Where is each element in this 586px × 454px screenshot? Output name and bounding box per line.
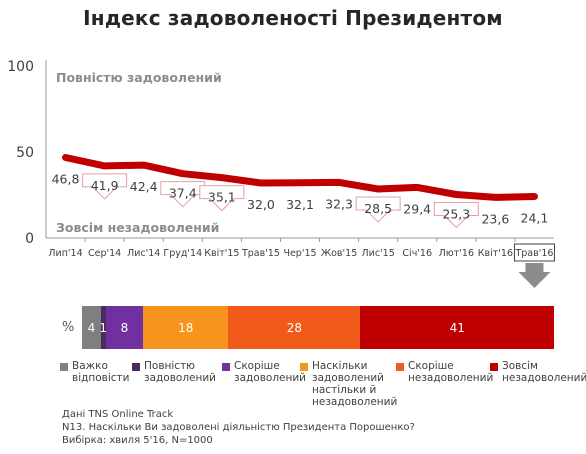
x-tick-label: Лип'14 [48, 248, 82, 259]
annotation-bottom: Зовсім незадоволений [56, 220, 219, 235]
chart-annotations: Повністю задоволений Зовсім незадоволений [56, 70, 222, 235]
legend-item: Скоріше незадоволений [396, 360, 493, 384]
value-label: 25,3 [442, 206, 470, 221]
decrease-arrow [433, 201, 479, 229]
value-label: 28,5 [364, 201, 392, 216]
legend: Важко відповісти Повністю задоволений Скор… [60, 360, 586, 408]
value-label-group: 46,8 41,9 42,4 37,4 35,1 32,0 32,1 32,3 28,5 29,4… [52, 172, 549, 227]
x-tick-label: Січ'16 [402, 248, 432, 259]
decrease-arrow [160, 181, 206, 208]
data-point [141, 162, 147, 168]
legend-label: Скоріше задоволений [234, 360, 306, 384]
value-label: 37,4 [169, 186, 197, 201]
decrease-markers [82, 173, 479, 229]
x-tick-label: Трав'16 [514, 248, 553, 259]
x-tick-label: Квіт'16 [478, 248, 513, 259]
value-label: 29,4 [403, 201, 431, 216]
value-label: 35,1 [208, 190, 236, 205]
down-arrow-icon [518, 263, 551, 288]
legend-item: Скоріше задоволений [222, 360, 306, 384]
decrease-arrow [355, 196, 401, 223]
decrease-arrow [199, 185, 245, 212]
x-tick-label: Трав'15 [241, 248, 280, 259]
value-label: 24,1 [521, 211, 549, 226]
value-label: 23,6 [481, 211, 509, 226]
data-point [63, 155, 69, 161]
x-tick-label: Лис'15 [362, 248, 395, 259]
annotation-top: Повністю задоволений [56, 70, 222, 85]
data-point [531, 194, 537, 200]
value-label: 32,3 [325, 196, 353, 211]
highlight-box [513, 243, 555, 262]
legend-swatch [300, 363, 308, 371]
bar-segment: 8 [105, 306, 144, 349]
legend-label: Важко відповісти [72, 360, 130, 384]
value-label: 46,8 [52, 172, 80, 187]
value-label: 41,9 [91, 178, 119, 193]
stacked-bar-section: % 4 1 8 18 28 41 [0, 306, 586, 350]
legend-swatch [490, 363, 498, 371]
x-tick-label: Лис'14 [127, 248, 160, 259]
legend-item: Повністю задоволений [132, 360, 216, 384]
decrease-arrow [82, 173, 128, 200]
legend-swatch [132, 363, 140, 371]
x-tick-label: Чер'15 [283, 248, 316, 259]
percent-axis-label: % [62, 320, 75, 335]
x-tick-label: Квіт'15 [204, 248, 239, 259]
series-line-group [62, 154, 538, 201]
bar-segment: 4 [82, 306, 101, 349]
data-point [297, 180, 303, 186]
x-tick-label: Жов'15 [321, 248, 357, 259]
bar-segment: 41 [360, 306, 554, 349]
x-tick-label: Лют'16 [439, 248, 474, 259]
footnotes: Дані TNS Online Track N13. Наскільки Ви … [62, 408, 415, 447]
legend-label: Скоріше незадоволений [408, 360, 494, 384]
legend-swatch [396, 363, 404, 371]
line-chart: 0 50 100 Повністю задоволений Зовсім незадо… [7, 59, 555, 288]
y-tick-label: 100 [7, 59, 34, 75]
legend-item: Важко відповісти [60, 360, 129, 384]
bar-segment: 18 [143, 306, 229, 349]
data-point [258, 180, 264, 186]
y-tick-label: 50 [16, 145, 34, 161]
data-point [375, 186, 381, 192]
value-label: 32,1 [286, 197, 314, 212]
data-point [414, 184, 420, 190]
stacked-bar: 4 1 8 18 28 41 [82, 306, 554, 349]
legend-label: Повністю задоволений [144, 360, 216, 384]
data-point [453, 191, 459, 197]
source-note: Дані TNS Online Track [62, 409, 174, 420]
chart-axes: 0 50 100 [7, 59, 554, 247]
x-tick-label: Груд'14 [163, 248, 202, 259]
bar-segment: 1 [100, 306, 106, 349]
x-tick-group: Лип'14 Сер'14 Лис'14 Груд'14 Квіт'15 Трав'15 Ч… [48, 238, 553, 259]
value-label: 32,0 [247, 197, 275, 212]
chart-title: Індекс задоволеності Президентом [83, 6, 503, 30]
legend-swatch [60, 363, 68, 371]
legend-swatch [222, 363, 230, 371]
highlight-group [513, 243, 555, 288]
data-point [336, 179, 342, 185]
legend-label: Наскільки задоволений настільки й незадо… [312, 360, 398, 408]
data-point [492, 194, 498, 200]
value-label: 42,4 [130, 179, 158, 194]
legend-label: Зовсім незадоволений [502, 360, 586, 384]
data-point [102, 163, 108, 169]
data-point [219, 175, 225, 181]
legend-item: Зовсім незадоволений [490, 360, 586, 384]
bar-segment: 28 [228, 306, 361, 349]
sample-note: Вибірка: хвиля 5'16, N=1000 [62, 435, 213, 446]
x-tick-label: Сер'14 [88, 248, 121, 259]
y-tick-label: 0 [25, 231, 34, 247]
data-point [180, 171, 186, 177]
legend-item: Наскільки задоволений настільки й незадо… [300, 360, 397, 408]
question-note: N13. Наскільки Ви задоволені діяльністю … [62, 422, 415, 433]
